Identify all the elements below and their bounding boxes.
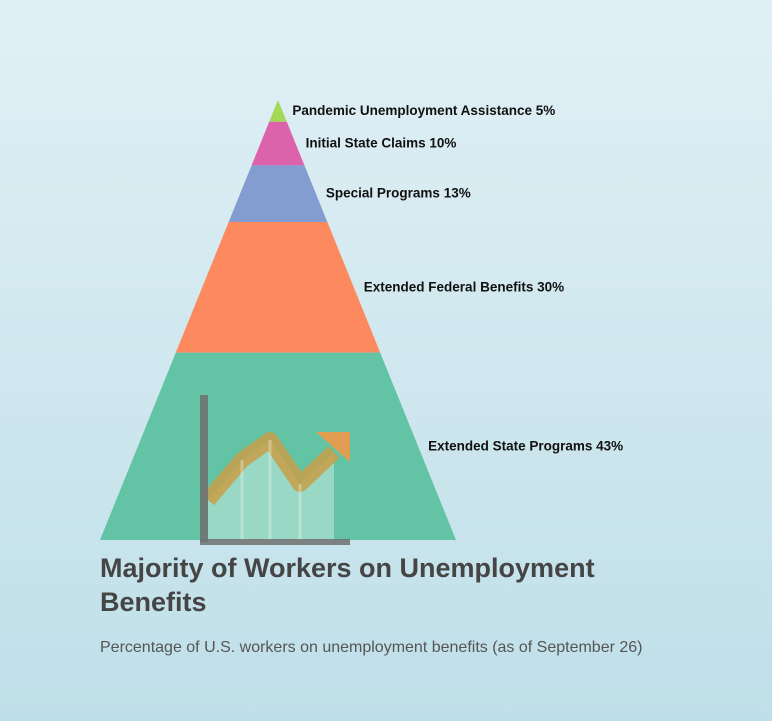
trending-chart-icon xyxy=(200,395,350,545)
segment-label-2: Special Programs 13% xyxy=(326,186,471,201)
segment-label-3: Extended Federal Benefits 30% xyxy=(364,279,564,294)
segment-label-4: Extended State Programs 43% xyxy=(428,438,623,453)
pyramid-segment-3 xyxy=(175,221,381,353)
chart-subtitle: Percentage of U.S. workers on unemployme… xyxy=(100,639,643,656)
pyramid-segment-0 xyxy=(269,100,287,122)
pyramid-segment-2 xyxy=(228,165,328,222)
chart-title: Majority of Workers on Unemployment Bene… xyxy=(100,553,595,617)
segment-label-1: Initial State Claims 10% xyxy=(306,136,457,151)
segment-label-0: Pandemic Unemployment Assistance 5% xyxy=(292,103,555,118)
segment-labels: Pandemic Unemployment Assistance 5% Initi… xyxy=(292,103,623,453)
pyramid-segment-1 xyxy=(251,121,305,166)
